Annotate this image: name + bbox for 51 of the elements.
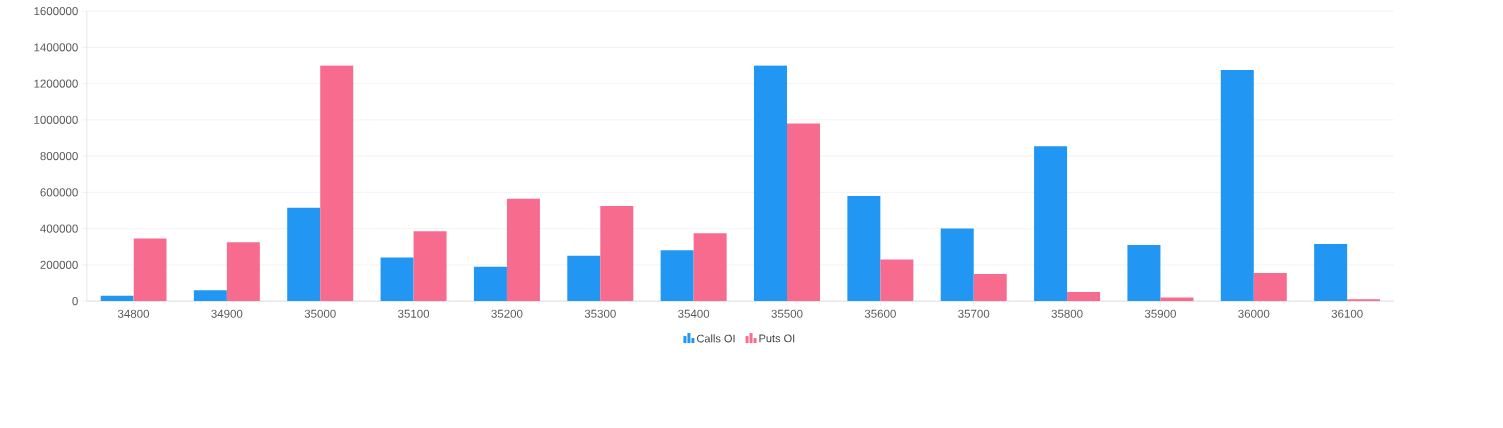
bar [1067, 292, 1101, 302]
bar [693, 233, 727, 302]
y-tick-label: 200000 [40, 260, 78, 269]
x-tick-label: 35300 [584, 309, 616, 318]
bar [1034, 146, 1068, 302]
bar [380, 257, 414, 302]
bar [1253, 273, 1287, 302]
bar [754, 65, 788, 302]
bar [847, 196, 881, 302]
y-tick-label: 1200000 [34, 79, 78, 88]
x-tick-label: 35000 [304, 309, 336, 318]
y-tick-label: 1400000 [34, 43, 78, 52]
x-tick-label: 35500 [771, 309, 803, 318]
bar [1127, 244, 1161, 302]
bar [973, 273, 1007, 302]
bar [787, 123, 821, 302]
bar [133, 238, 167, 302]
bar [226, 242, 260, 302]
bar [320, 65, 354, 302]
y-tick-label: 800000 [40, 152, 78, 161]
bar [940, 228, 974, 302]
x-tick-label: 35700 [958, 309, 990, 318]
x-tick-label: 35200 [491, 309, 523, 318]
y-tick-label: 0 [72, 297, 78, 306]
x-tick-label: 35600 [864, 309, 896, 318]
bar [567, 255, 601, 302]
legend-label: Puts OI [759, 334, 795, 343]
x-tick-label: 36100 [1331, 309, 1363, 318]
bar [287, 207, 321, 302]
x-tick-label: 36000 [1238, 309, 1270, 318]
bar [880, 259, 914, 302]
bar [473, 266, 507, 302]
x-tick-label: 34900 [211, 309, 243, 318]
bar [193, 290, 227, 302]
bar [413, 231, 447, 302]
x-tick-label: 35800 [1051, 309, 1083, 318]
y-tick-label: 400000 [40, 224, 78, 233]
bar [1220, 70, 1254, 302]
y-tick-label: 600000 [40, 188, 78, 197]
legend-label: Calls OI [696, 334, 735, 343]
bar [506, 198, 540, 302]
bar [600, 205, 634, 302]
y-tick-label: 1600000 [34, 7, 78, 16]
x-tick-label: 34800 [117, 309, 150, 318]
x-tick-label: 35900 [1144, 309, 1176, 318]
y-tick-label: 1000000 [34, 115, 78, 124]
x-tick-label: 35100 [398, 309, 430, 318]
bar [660, 250, 694, 302]
x-tick-label: 35400 [678, 309, 710, 318]
bar [1314, 244, 1348, 302]
bar [1160, 297, 1194, 302]
